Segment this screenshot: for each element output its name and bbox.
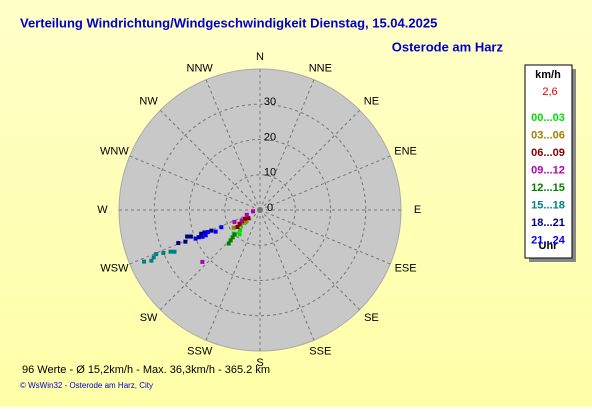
direction-label: NNW <box>187 63 214 75</box>
legend-entry: 03...06 <box>531 129 565 141</box>
point <box>238 227 243 232</box>
direction-label: SSW <box>187 345 213 357</box>
r-tick-label: 30 <box>264 96 276 108</box>
point <box>237 221 242 226</box>
point <box>239 218 244 223</box>
legend-entry: 21...24 <box>531 234 566 246</box>
legend-value: 2,6 <box>542 86 557 98</box>
direction-label: SE <box>364 312 379 324</box>
direction-label: SW <box>140 312 158 324</box>
legend-entry: 06...09 <box>531 147 565 159</box>
point <box>242 216 247 221</box>
point <box>231 225 236 230</box>
point <box>142 259 147 264</box>
direction-label: NW <box>139 96 158 108</box>
point <box>237 232 242 237</box>
stats: 96 Werte - Ø 15,2km/h - Max. 36,3km/h - … <box>22 364 270 376</box>
point <box>154 252 159 257</box>
r-tick-label: 0 <box>267 202 273 214</box>
legend-entry: 15...18 <box>531 199 565 211</box>
direction-label: N <box>256 51 264 63</box>
legend-entry: 12...15 <box>531 182 565 194</box>
point <box>213 229 218 234</box>
legend-title: km/h <box>535 69 561 81</box>
direction-label: NNE <box>309 63 332 75</box>
point <box>168 249 173 254</box>
direction-label: ESE <box>395 262 417 274</box>
point <box>193 236 198 241</box>
direction-label: ENE <box>394 145 417 157</box>
point <box>219 225 224 230</box>
grid-circle <box>153 103 367 317</box>
point <box>185 234 190 239</box>
r-tick-label: 10 <box>264 167 276 179</box>
point <box>176 241 181 246</box>
direction-label: WSW <box>100 262 129 274</box>
r-tick-label: 20 <box>264 131 276 143</box>
grid-circle <box>189 139 331 281</box>
point <box>203 233 208 238</box>
point <box>232 232 237 237</box>
point <box>209 228 214 233</box>
point <box>183 239 188 244</box>
direction-label: S <box>256 357 263 369</box>
point <box>200 259 205 264</box>
point <box>149 258 154 263</box>
direction-label: SSE <box>309 345 331 357</box>
grid-circle <box>224 174 296 246</box>
legend-entry: 09...12 <box>531 164 565 176</box>
point <box>200 234 205 239</box>
point <box>196 235 201 240</box>
direction-label: E <box>414 204 421 216</box>
point <box>232 219 237 224</box>
legend-footer: Uhr <box>539 240 559 252</box>
legend-box <box>524 64 573 259</box>
footer: © WsWin32 - Osterode am Harz, City <box>20 381 153 390</box>
point <box>230 235 235 240</box>
direction-label: NE <box>364 96 379 108</box>
point <box>188 234 193 239</box>
point <box>172 249 177 254</box>
chart-subtitle: Osterode am Harz <box>392 39 504 54</box>
chart-title: Verteilung Windrichtung/Windgeschwindigk… <box>20 15 437 30</box>
point <box>251 209 256 214</box>
point <box>202 230 207 235</box>
direction-label: W <box>97 204 108 216</box>
point <box>246 216 251 221</box>
legend-entry: 00...03 <box>531 112 565 124</box>
point <box>151 255 156 260</box>
point <box>228 238 233 243</box>
point <box>226 241 231 246</box>
legend-entry: 18...21 <box>531 217 565 229</box>
point <box>244 219 249 224</box>
point <box>235 224 240 229</box>
point <box>199 231 204 236</box>
direction-label: WNW <box>100 145 129 157</box>
point <box>244 212 249 217</box>
point <box>161 251 166 256</box>
point <box>206 230 211 235</box>
